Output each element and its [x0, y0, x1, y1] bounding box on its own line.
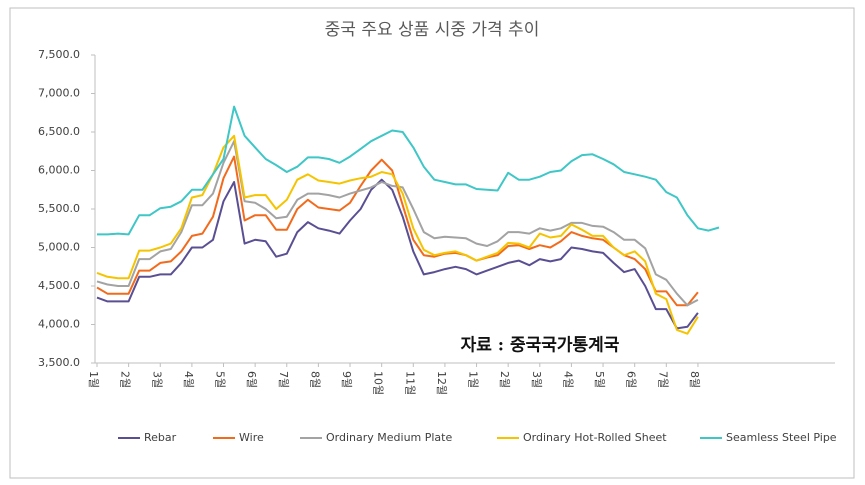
series-line	[96, 140, 699, 307]
legend-label: Rebar	[144, 431, 177, 444]
legend-label: Seamless Steel Pipe	[726, 431, 837, 444]
x-tick-label: 2월	[498, 371, 511, 388]
x-tick-label: 7월	[277, 371, 290, 388]
chart-title: 중국 주요 상품 시중 가격 추이	[325, 20, 540, 40]
x-tick-label: 3월	[150, 371, 163, 388]
annotation: 자료 : 중국국가통계국	[461, 336, 620, 356]
x-tick-label: 10월	[372, 371, 385, 395]
x-tick-label: 11월	[403, 371, 416, 395]
x-tick-label: 9월	[340, 371, 353, 388]
y-tick-label: 4,500.0	[38, 279, 80, 292]
x-tick-label: 1월	[467, 371, 480, 388]
legend-label: Ordinary Medium Plate	[326, 431, 452, 444]
series-line	[96, 155, 699, 307]
x-tick-label: 8월	[688, 371, 701, 388]
x-tick-label: 6월	[625, 371, 638, 388]
legend-label: Wire	[239, 431, 264, 444]
y-tick-label: 5,000.0	[38, 241, 80, 254]
chart-border	[9, 7, 855, 479]
y-tick-label: 6,500.0	[38, 125, 80, 138]
x-tick-label: 1월	[87, 371, 100, 388]
series-line	[96, 134, 699, 335]
y-tick-label: 7,000.0	[38, 87, 80, 100]
y-tick-label: 5,500.0	[38, 202, 80, 215]
y-tick-label: 6,000.0	[38, 164, 80, 177]
x-tick-label: 5월	[214, 371, 227, 388]
y-tick-label: 4,000.0	[38, 318, 80, 331]
x-tick-label: 3월	[530, 371, 543, 388]
x-tick-label: 4월	[561, 371, 574, 388]
x-tick-label: 2월	[119, 371, 132, 388]
x-tick-label: 7월	[656, 371, 669, 388]
y-tick-label: 7,500.0	[38, 48, 80, 61]
series-line	[96, 178, 699, 330]
y-tick-label: 3,500.0	[38, 356, 80, 369]
x-tick-label: 5월	[593, 371, 606, 388]
legend-label: Ordinary Hot-Rolled Sheet	[523, 431, 667, 444]
x-tick-label: 4월	[182, 371, 195, 388]
x-tick-label: 6월	[245, 371, 258, 388]
series-line	[97, 105, 720, 236]
x-tick-label: 8월	[308, 371, 321, 388]
x-tick-label: 12월	[435, 371, 448, 395]
